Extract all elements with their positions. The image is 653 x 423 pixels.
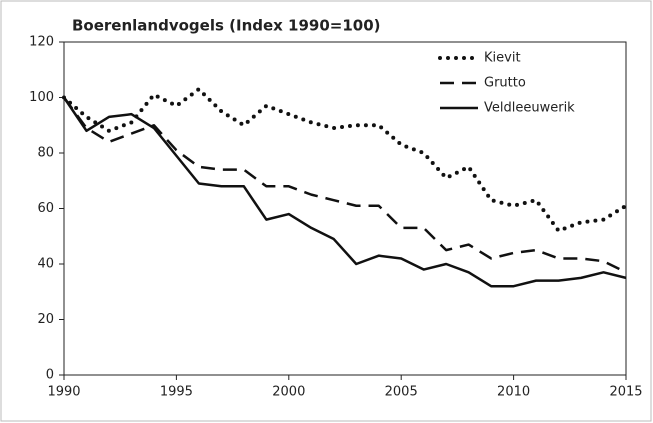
- x-tick-label: 2005: [385, 385, 418, 400]
- x-tick-label: 2010: [497, 385, 530, 400]
- x-tick-label: 1990: [47, 385, 80, 400]
- y-tick-label: 100: [29, 90, 54, 105]
- chart-title: Boerenlandvogels (Index 1990=100): [72, 17, 381, 35]
- x-tick-label: 2015: [609, 385, 642, 400]
- y-tick-label: 20: [37, 312, 54, 327]
- legend-label: Kievit: [484, 51, 521, 66]
- y-tick-label: 60: [37, 201, 54, 216]
- y-tick-label: 80: [37, 146, 54, 161]
- y-tick-label: 120: [29, 35, 54, 50]
- series-line: [62, 87, 628, 233]
- series-line: [62, 96, 627, 274]
- y-tick-label: 40: [37, 257, 54, 272]
- legend-label: Veldleeuwerik: [484, 101, 575, 116]
- series-line: [62, 96, 627, 288]
- x-tick-label: 1995: [160, 385, 193, 400]
- y-tick-label: 0: [46, 368, 54, 383]
- x-tick-label: 2000: [272, 385, 305, 400]
- legend-label: Grutto: [484, 76, 526, 91]
